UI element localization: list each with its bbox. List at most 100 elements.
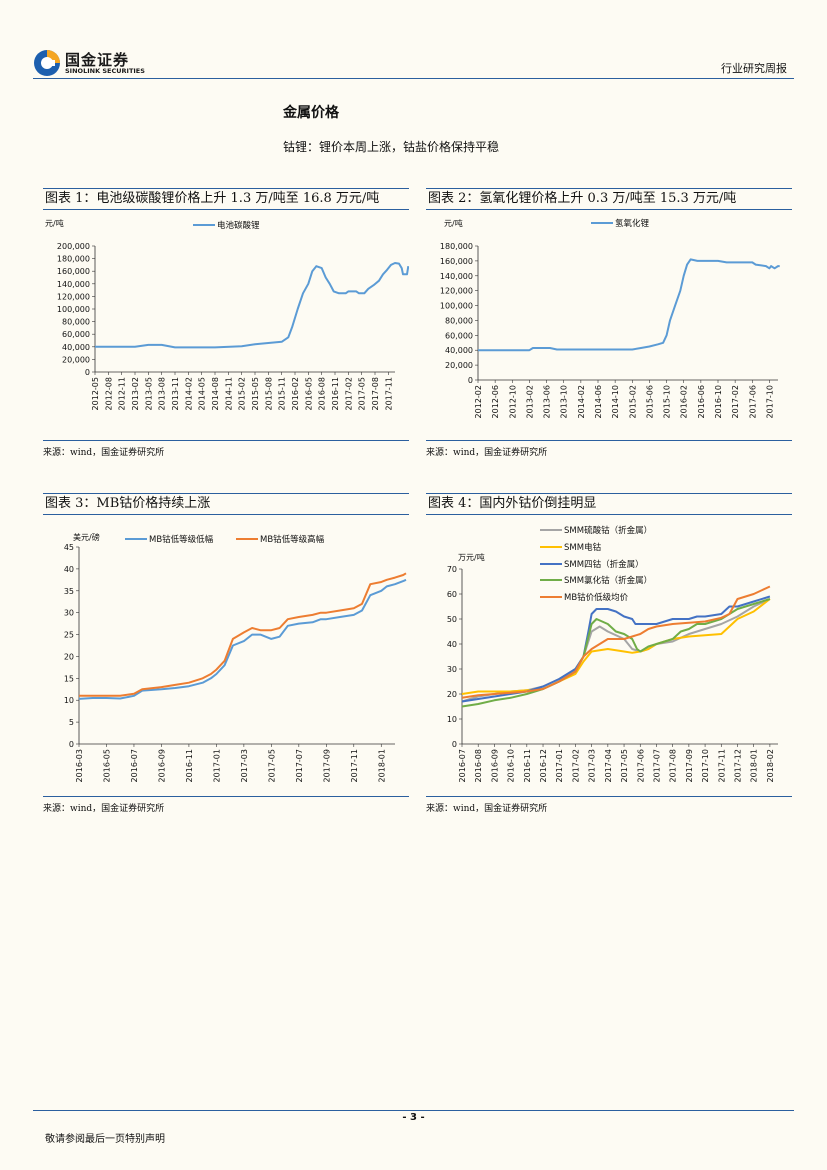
series-line-2: [79, 572, 407, 697]
x-tick-label: 2016-02: [291, 377, 300, 410]
legend-label-1: 氢氧化锂: [615, 218, 650, 229]
y-tick-label: 60,000: [445, 331, 473, 340]
x-tick-label: 2013-05: [144, 377, 153, 410]
y-tick-label: 35: [64, 587, 74, 596]
x-tick-label: 2016-02: [680, 385, 689, 418]
series-line-1: [78, 578, 407, 700]
figure-3-source: 来源：wind，国金证券研究所: [43, 796, 409, 814]
x-tick-label: 2017-05: [267, 749, 276, 782]
x-tick-label: 2015-02: [628, 385, 637, 418]
x-tick-label: 2017-07: [295, 749, 304, 782]
figure-1-source: 来源：wind，国金证券研究所: [43, 440, 409, 458]
y-tick-label: 60,000: [62, 330, 90, 339]
x-tick-label: 2015-11: [278, 377, 287, 410]
y-tick-label: 25: [64, 631, 74, 640]
y-tick-label: 0: [85, 368, 90, 377]
x-tick-label: 2013-02: [525, 385, 534, 418]
x-tick-label: 2016-07: [130, 749, 139, 782]
x-tick-label: 2018-01: [377, 749, 386, 782]
legend-label-1: 电池碳酸锂: [217, 220, 260, 231]
y-tick-label: 20: [447, 690, 457, 699]
x-tick-label: 2015-08: [264, 377, 273, 410]
y-tick-label: 180,000: [57, 255, 90, 264]
x-tick-label: 2012-11: [118, 377, 127, 410]
x-tick-label: 2016-12: [539, 749, 548, 782]
y-tick-label: 80,000: [62, 318, 90, 327]
y-tick-label: 20,000: [445, 361, 473, 370]
x-tick-label: 2014-02: [577, 385, 586, 418]
y-unit-label: 美元/磅: [73, 532, 100, 542]
legend-label-2: MB钴低等级高幅: [260, 534, 325, 545]
x-tick-label: 2017-12: [733, 749, 742, 782]
section-title: 金属价格: [283, 105, 339, 121]
logo-en: SINOLINK SECURITIES: [65, 67, 145, 75]
x-tick-label: 2014-11: [224, 377, 233, 410]
legend-label-3: SMM四钴（折金属）: [564, 559, 644, 570]
x-tick-label: 2017-04: [604, 749, 613, 782]
y-tick-label: 120,000: [440, 287, 473, 296]
legend-label-4: SMM氯化钴（折金属）: [564, 575, 652, 586]
legend-label-1: MB钴低等级低幅: [149, 534, 214, 545]
series-line-4: [461, 598, 771, 708]
y-tick-label: 70: [447, 565, 457, 574]
x-tick-label: 2017-01: [555, 749, 564, 782]
y-tick-label: 10: [64, 696, 74, 705]
x-tick-label: 2013-02: [131, 377, 140, 410]
legend-label-2: SMM电钴: [564, 542, 602, 553]
x-tick-label: 2015-06: [645, 385, 654, 418]
y-tick-label: 50: [447, 615, 457, 624]
x-tick-label: 2017-05: [620, 749, 629, 782]
y-tick-label: 45: [64, 543, 74, 552]
y-tick-label: 100,000: [440, 302, 473, 311]
logo-cn: 国金证券: [65, 51, 130, 69]
x-tick-label: 2012-10: [508, 385, 517, 418]
series-line-3: [461, 595, 771, 703]
x-tick-label: 2017-05: [358, 377, 367, 410]
figure-3-title-text: 图表 3：MB钴价格持续上涨: [45, 496, 211, 511]
x-tick-label: 2017-06: [636, 749, 645, 782]
x-tick-label: 2017-03: [240, 749, 249, 782]
company-logo: 国金证券 SINOLINK SECURITIES: [33, 47, 153, 79]
y-tick-label: 160,000: [440, 257, 473, 266]
chart-lithium-hydroxide: 元/吨 0 20,000 40,000 60,000 80,000 100,000 120,0…: [440, 218, 780, 418]
x-tick-label: 2013-08: [158, 377, 167, 410]
header-divider: [33, 78, 794, 79]
x-tick-label: 2012-05: [91, 377, 100, 410]
x-tick-label: 2016-08: [474, 749, 483, 782]
series-line-1: [478, 258, 780, 352]
x-tick-label: 2016-09: [490, 749, 499, 782]
x-tick-label: 2017-02: [731, 385, 740, 418]
y-tick-label: 40,000: [445, 346, 473, 355]
x-tick-label: 2017-08: [371, 377, 380, 410]
x-tick-label: 2017-02: [344, 377, 353, 410]
x-tick-label: 2017-09: [322, 749, 331, 782]
y-unit-label: 元/吨: [45, 218, 64, 228]
x-tick-label: 2017-11: [384, 377, 393, 410]
logo-mark-icon: [34, 50, 60, 76]
x-tick-label: 2017-07: [652, 749, 661, 782]
chart-mb-cobalt: 美元/磅 0 5 10 15 20 25 30 35 40 45 2016-03 2016-05 2016…: [64, 532, 407, 782]
y-tick-label: 15: [64, 674, 74, 683]
x-tick-label: 2016-10: [714, 385, 723, 418]
figure-4-title-text: 图表 4：国内外钴价倒挂明显: [428, 496, 597, 511]
x-tick-label: 2017-02: [571, 749, 580, 782]
y-tick-label: 5: [69, 718, 74, 727]
legend-label-1: SMM硫酸钴（折金属）: [564, 525, 652, 536]
y-tick-label: 0: [468, 376, 473, 385]
y-unit-label: 元/吨: [444, 218, 463, 228]
x-tick-label: 2017-11: [717, 749, 726, 782]
x-tick-label: 2015-05: [251, 377, 260, 410]
y-tick-label: 140,000: [440, 272, 473, 281]
x-tick-label: 2013-06: [543, 385, 552, 418]
x-tick-label: 2018-02: [766, 749, 775, 782]
x-tick-label: 2017-11: [350, 749, 359, 782]
y-tick-label: 30: [64, 609, 74, 618]
report-type: 行业研究周报: [721, 62, 787, 75]
x-tick-label: 2016-11: [185, 749, 194, 782]
x-tick-label: 2017-03: [588, 749, 597, 782]
y-tick-label: 180,000: [440, 242, 473, 251]
x-tick-label: 2018-01: [750, 749, 759, 782]
x-tick-label: 2017-08: [669, 749, 678, 782]
figure-2-title-text: 图表 2：氢氧化锂价格上升 0.3 万/吨至 15.3 万元/吨: [428, 191, 737, 206]
x-tick-label: 2016-08: [318, 377, 327, 410]
